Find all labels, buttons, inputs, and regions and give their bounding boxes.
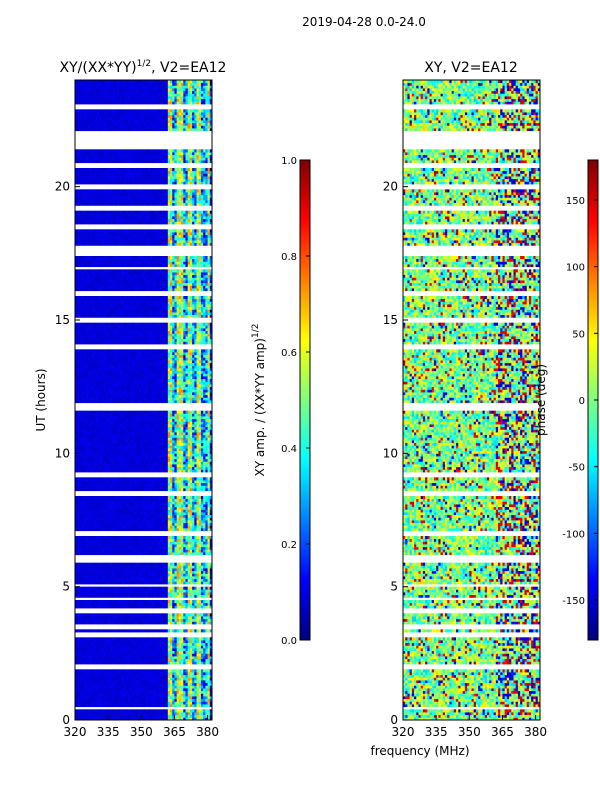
panel1-title: XY/(XX*YY)1/2, V2=EA12	[60, 59, 227, 76]
figure: 2019-04-28 0.0-24.0 XY/(XX*YY)1/2, V2=EA…	[0, 0, 600, 800]
panel1-heatmap	[75, 80, 212, 720]
figure-suptitle: 2019-04-28 0.0-24.0	[302, 15, 426, 29]
